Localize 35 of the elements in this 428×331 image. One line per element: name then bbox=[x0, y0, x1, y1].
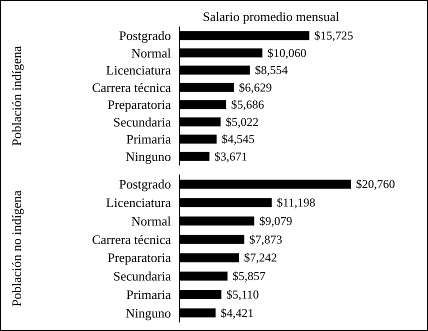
y-tick-label: Licenciatura bbox=[106, 195, 172, 210]
chart-title: Salario promedio mensual bbox=[202, 9, 340, 24]
y-tick-label: Primaria bbox=[126, 132, 172, 147]
y-tick-label: Ninguno bbox=[126, 148, 171, 164]
y-axis-title: Población indígena bbox=[9, 46, 24, 146]
data-label: $7,242 bbox=[244, 250, 277, 265]
data-label: $11,198 bbox=[276, 196, 316, 210]
data-label: $15,725 bbox=[314, 28, 354, 43]
data-label: $5,022 bbox=[226, 114, 259, 129]
data-label: $3,671 bbox=[214, 149, 248, 164]
data-label: $9,079 bbox=[259, 214, 292, 228]
y-axis-title: Población no indígena bbox=[9, 190, 24, 307]
data-label: $4,421 bbox=[220, 306, 254, 320]
y-tick-label: Postgrado bbox=[119, 28, 171, 44]
y-tick-label: Preparatoria bbox=[107, 250, 172, 266]
y-tick-label: Ninguno bbox=[126, 305, 171, 320]
y-tick-label: Normal bbox=[131, 213, 172, 228]
y-tick-label: Secundaria bbox=[113, 268, 172, 284]
y-tick-label: Licenciatura bbox=[106, 62, 172, 78]
data-label: $5,857 bbox=[232, 269, 266, 284]
data-label: $8,554 bbox=[254, 63, 288, 78]
y-tick-label: Secundaria bbox=[113, 114, 172, 130]
data-label: $7,873 bbox=[249, 232, 282, 246]
data-label: $4,545 bbox=[222, 132, 255, 146]
y-tick-label: Primaria bbox=[126, 286, 172, 302]
y-tick-label: Postgrado bbox=[119, 176, 171, 192]
data-label: $20,760 bbox=[356, 177, 395, 192]
y-tick-label: Normal bbox=[131, 45, 172, 60]
data-label: $5,110 bbox=[226, 287, 259, 302]
y-tick-label: Carrera técnica bbox=[92, 232, 172, 247]
y-tick-label: Preparatoria bbox=[107, 97, 172, 112]
data-label: $5,686 bbox=[231, 98, 264, 112]
data-label: $6,629 bbox=[238, 80, 272, 94]
data-label: $10,060 bbox=[267, 46, 306, 60]
y-tick-label: Carrera técnica bbox=[92, 80, 172, 95]
